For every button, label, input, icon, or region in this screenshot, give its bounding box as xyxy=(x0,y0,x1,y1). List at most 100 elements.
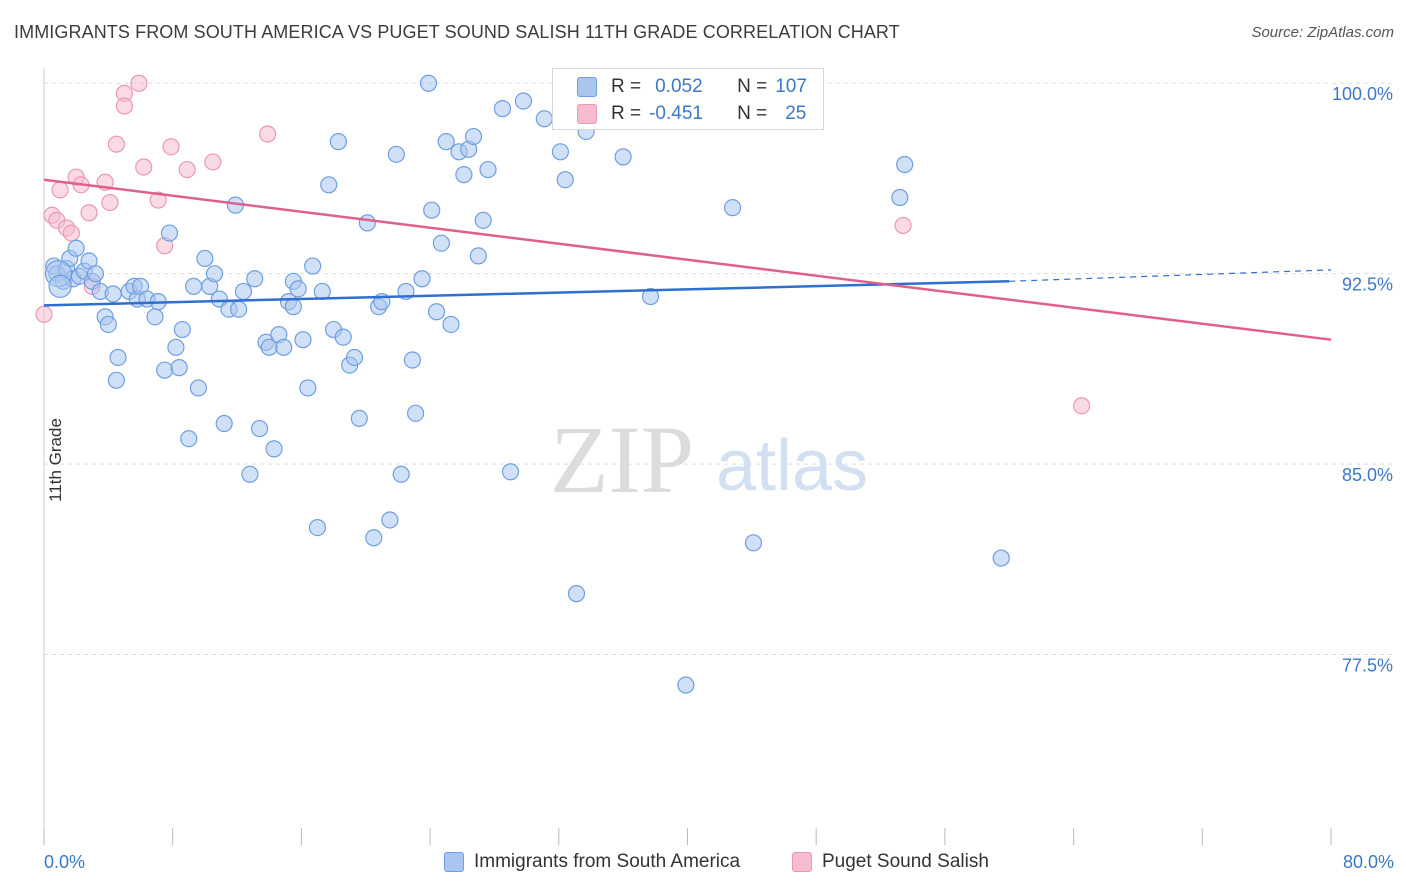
data-point xyxy=(104,285,122,303)
legend-item-immigrants[interactable]: Immigrants from South America xyxy=(444,851,740,873)
data-point xyxy=(474,211,492,229)
data-point xyxy=(162,138,180,156)
data-point xyxy=(215,414,233,433)
legend-swatch-pink xyxy=(792,852,812,872)
data-point xyxy=(479,160,497,179)
r-label: R = xyxy=(611,103,642,124)
data-point xyxy=(160,224,179,242)
data-point xyxy=(259,125,277,143)
data-point xyxy=(744,534,763,552)
data-point xyxy=(130,74,148,92)
data-point xyxy=(51,181,69,199)
data-point xyxy=(387,145,405,163)
r-label: R = xyxy=(611,76,642,97)
data-point xyxy=(204,153,222,171)
data-point xyxy=(427,303,446,321)
data-point xyxy=(189,379,208,397)
data-point xyxy=(403,351,422,369)
bottom-legend: Immigrants from South America Puget Soun… xyxy=(0,851,1406,879)
data-point xyxy=(514,92,533,110)
trend-line-blue-extension xyxy=(1009,269,1332,282)
watermark-zip: ZIP xyxy=(550,406,694,513)
data-point xyxy=(35,305,53,323)
data-point xyxy=(723,199,742,217)
data-point xyxy=(230,300,248,318)
data-point xyxy=(313,282,331,301)
data-point xyxy=(407,404,425,422)
data-point xyxy=(234,282,253,301)
data-point xyxy=(329,133,348,151)
legend-item-puget[interactable]: Puget Sound Salish xyxy=(792,851,989,873)
data-point xyxy=(173,320,191,339)
axes xyxy=(43,68,1332,845)
blue-swatch xyxy=(577,77,597,97)
data-point xyxy=(304,257,322,275)
y-axis-label: 11th Grade xyxy=(45,418,65,502)
data-point xyxy=(86,265,105,283)
data-point xyxy=(614,148,632,166)
data-point xyxy=(891,188,909,207)
data-point xyxy=(109,348,127,367)
data-point xyxy=(641,287,660,306)
trend-line-blue xyxy=(43,280,1010,307)
chart-title: IMMIGRANTS FROM SOUTH AMERICA VS PUGET S… xyxy=(14,22,900,42)
data-point xyxy=(246,270,264,288)
data-point xyxy=(894,216,912,235)
data-point xyxy=(551,143,570,161)
data-point xyxy=(156,361,174,379)
data-point xyxy=(149,191,167,209)
data-point xyxy=(294,331,312,349)
n-value: 25 xyxy=(785,103,807,124)
data-point xyxy=(135,158,153,176)
stats-row-pink: R = -0.451 N = 25 xyxy=(577,101,806,127)
data-point xyxy=(167,338,185,356)
data-point xyxy=(535,110,553,128)
data-point xyxy=(196,249,214,268)
data-point xyxy=(101,193,119,212)
data-point xyxy=(567,585,586,603)
y-tick-label: 77.5% xyxy=(1342,656,1393,676)
data-point xyxy=(146,308,164,326)
data-point xyxy=(365,529,383,547)
data-point xyxy=(992,549,1010,567)
y-tick-label: 92.5% xyxy=(1342,275,1393,295)
data-point xyxy=(180,430,198,448)
data-point xyxy=(115,97,134,115)
data-point xyxy=(501,463,520,481)
data-point xyxy=(419,74,438,92)
data-point xyxy=(178,160,196,179)
n-value: 107 xyxy=(775,76,807,97)
legend-swatch-blue xyxy=(444,852,464,872)
data-point xyxy=(308,518,327,537)
data-point xyxy=(67,239,85,257)
data-point xyxy=(107,371,125,389)
stats-row-blue: R = 0.052 N = 107 xyxy=(577,74,807,100)
y-tick-label: 85.0% xyxy=(1342,465,1393,485)
data-point xyxy=(241,465,259,483)
grid-lines xyxy=(44,82,1393,656)
data-point xyxy=(250,419,269,438)
data-point xyxy=(556,171,574,189)
data-point xyxy=(896,155,914,174)
data-point xyxy=(299,379,317,397)
trend-lines xyxy=(43,178,1332,341)
watermark-atlas: atlas xyxy=(716,426,868,506)
data-point xyxy=(284,298,302,316)
data-point xyxy=(469,247,487,265)
n-label: N = xyxy=(737,76,768,97)
data-point xyxy=(432,234,450,252)
y-tick-labels: 77.5% 85.0% 92.5% 100.0% xyxy=(1332,84,1393,675)
data-point xyxy=(392,465,410,483)
data-point xyxy=(275,338,293,356)
data-point xyxy=(455,166,473,184)
trend-line-pink xyxy=(43,178,1332,341)
data-point xyxy=(350,409,368,428)
legend-label: Puget Sound Salish xyxy=(822,851,989,872)
data-point xyxy=(442,315,460,334)
stats-legend: R = 0.052 N = 107 R = -0.451 N = 25 xyxy=(552,68,824,130)
pink-swatch xyxy=(577,104,597,124)
data-point xyxy=(107,135,125,153)
y-tick-label: 100.0% xyxy=(1332,84,1393,104)
r-value: 0.052 xyxy=(655,76,703,97)
